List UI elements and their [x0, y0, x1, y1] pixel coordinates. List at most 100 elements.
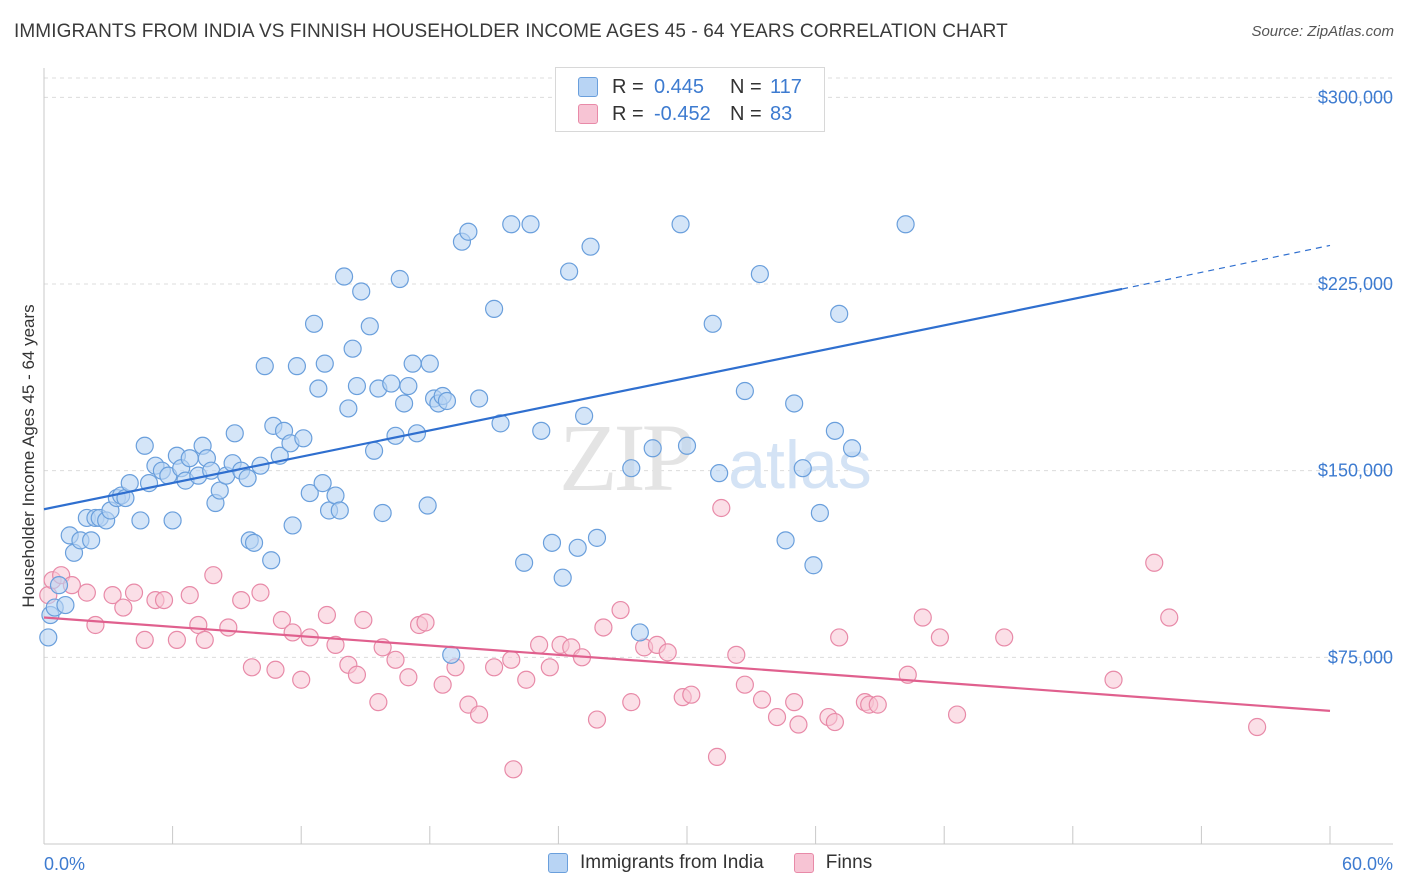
legend-row-india: R = 0.445 N = 117: [578, 74, 802, 100]
india-point: [56, 595, 75, 615]
finns-point: [469, 705, 489, 724]
legend-r-label: R =: [612, 102, 644, 125]
finns-point: [386, 650, 405, 669]
india-point: [339, 399, 358, 418]
india-point: [515, 553, 534, 572]
finns-point: [611, 600, 630, 620]
chart-title: IMMIGRANTS FROM INDIA VS FINNISH HOUSEHO…: [14, 21, 1008, 42]
india-point: [776, 531, 795, 550]
finns-point: [103, 586, 122, 605]
finns-point: [433, 675, 452, 694]
finns-point: [735, 675, 754, 694]
finns-point: [658, 643, 677, 662]
india-point: [238, 469, 257, 488]
india-point: [630, 623, 649, 642]
y-axis-label: Householder Income Ages 45 - 64 years: [19, 304, 38, 607]
india-point: [343, 339, 362, 358]
series-name-finns: Finns: [825, 852, 873, 873]
india-point: [347, 376, 367, 396]
legend-swatch-india: [578, 77, 598, 97]
finns-point: [124, 583, 144, 602]
india-point: [581, 237, 600, 256]
legend-n-label: N =: [730, 75, 762, 98]
india-point: [804, 556, 823, 575]
india-point: [785, 394, 804, 413]
india-point: [442, 645, 461, 664]
finns-point: [622, 693, 641, 712]
finns-point: [326, 635, 345, 654]
finns-point: [517, 670, 536, 689]
india-point: [163, 511, 182, 530]
finns-point: [195, 630, 214, 650]
grid-lines: [44, 77, 1393, 658]
legend-r-value: -0.452: [654, 102, 711, 125]
finns-point: [242, 658, 262, 677]
finns-point: [727, 645, 746, 664]
y-tick-label: $75,000: [1328, 647, 1393, 667]
india-point: [180, 449, 199, 468]
india-point: [560, 262, 579, 281]
axes: [43, 68, 1393, 845]
finns-point: [682, 685, 701, 704]
india-point: [420, 354, 439, 373]
y-tick-labels: $75,000 $150,000 $225,000 $300,000: [1318, 87, 1393, 667]
india-point: [622, 459, 641, 478]
india-point: [244, 533, 264, 552]
india-point: [643, 439, 662, 458]
finns-point: [1104, 670, 1123, 689]
finns-point: [485, 658, 504, 677]
finns-point: [154, 590, 174, 610]
india-point: [49, 576, 69, 595]
india-point: [532, 421, 551, 440]
india-point: [553, 568, 572, 587]
india-point: [304, 314, 324, 333]
y-tick-label: $225,000: [1318, 274, 1393, 294]
y-tick-label: $150,000: [1318, 461, 1393, 481]
india-point: [399, 376, 418, 396]
india-point: [394, 394, 414, 413]
india-point: [262, 551, 281, 570]
finns-point: [369, 693, 388, 712]
finns-point: [785, 693, 804, 712]
india-point: [830, 304, 849, 323]
finns-point: [947, 705, 967, 724]
india-points: [39, 215, 915, 664]
india-point: [793, 459, 812, 478]
india-point: [502, 215, 521, 234]
india-point: [382, 374, 401, 393]
series-name-india: Immigrants from India: [580, 852, 764, 873]
india-point: [810, 503, 829, 523]
india-point: [671, 215, 690, 234]
india-point: [309, 379, 328, 398]
india-point: [896, 215, 915, 234]
finns-point: [317, 605, 337, 625]
india-point: [287, 357, 307, 376]
legend-r-value: 0.445: [654, 75, 705, 98]
india-point: [120, 474, 139, 493]
india-point: [710, 464, 729, 483]
finns-point: [502, 650, 521, 669]
finns-trend-line: [43, 616, 1331, 712]
finns-point: [930, 628, 950, 647]
finns-point: [347, 665, 367, 684]
finns-point: [712, 498, 731, 518]
correlation-legend: R = 0.445 N = 117 R = -0.452 N = 83: [555, 67, 825, 132]
finns-point: [272, 610, 292, 630]
india-point: [313, 474, 332, 493]
finns-point: [530, 635, 549, 654]
india-point: [521, 215, 540, 234]
india-point: [390, 269, 409, 289]
india-point: [825, 421, 844, 440]
india-point: [459, 222, 478, 241]
legend-row-finns: R = -0.452 N = 83: [578, 101, 792, 127]
finns-point: [77, 583, 96, 602]
finns-point: [752, 690, 772, 709]
finns-point: [587, 710, 607, 729]
india-point: [315, 354, 334, 373]
india-point: [330, 501, 349, 520]
finns-point: [232, 590, 251, 610]
india-point: [352, 282, 371, 301]
finns-point: [266, 660, 285, 679]
india-point: [255, 357, 274, 376]
